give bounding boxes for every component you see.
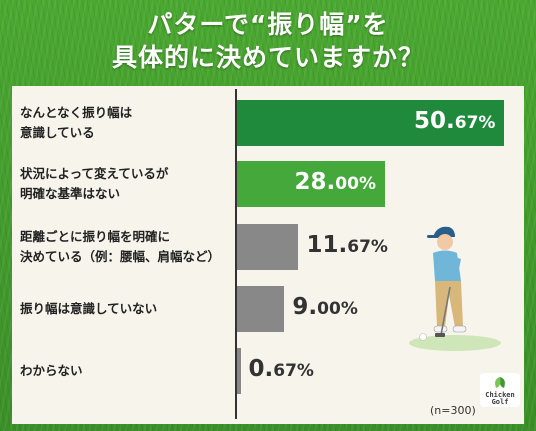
value-label-integer: 28. [294,169,336,195]
value-label-integer: 50. [414,108,455,134]
category-label-line: 明確な基準はない [20,186,121,201]
category-label-line: わからない [20,363,83,378]
category-label: 距離ごとに振り幅を明確に決めている（例：腰幅、肩幅など） [20,227,230,267]
value-label: 11.67% [306,232,387,258]
bar [237,100,504,146]
value-label: 9.00% [292,294,357,320]
category-label-line: 振り幅は意識していない [20,301,158,316]
brand-logo [480,373,520,407]
category-label: わからない [20,361,230,381]
category-label: 振り幅は意識していない [20,299,230,319]
title-line-1: パターで“振り幅”を [147,10,389,39]
golfer-illustration [409,226,501,351]
value-label: 50.67% [414,108,495,134]
value-label-decimal: 00% [335,174,376,194]
value-label: 28.00% [295,169,376,195]
logo-text: Chicken Golf [481,392,519,406]
value-label-integer: 11. [306,232,348,258]
value-label-integer: 0. [248,356,274,382]
leaf-icon [495,377,505,388]
logo-line-1: Chicken [485,391,515,399]
chart-title: パターで“振り幅”を 具体的に決めていますか？ [0,8,536,74]
value-label: 0.67% [249,356,314,382]
value-label-decimal: 00% [317,299,358,319]
value-label-decimal: 67% [347,237,388,257]
category-label: なんとなく振り幅は 意識している [20,103,230,143]
value-label-integer: 9. [292,294,318,320]
y-axis-line [235,89,237,419]
bar [237,224,299,270]
logo-line-2: Golf [491,398,509,406]
value-label-decimal: 67% [454,113,496,133]
bar [237,161,385,207]
category-label-line: 決めている（例：腰幅、肩幅など） [20,249,221,264]
category-label-line: 距離ごとに振り幅を明確に [20,229,171,244]
category-label-line: なんとなく振り幅は [20,105,133,120]
category-label-line: 状況によって変えているが [20,166,169,181]
category-label: 状況によって変えているが 明確な基準はない [20,164,230,204]
value-label-decimal: 67% [273,361,314,381]
title-line-2: 具体的に決めていますか？ [111,43,424,72]
bar [237,286,285,332]
category-label-line: 意識している [20,125,95,140]
bar [237,348,241,394]
sample-size-note: (n=300) [430,404,476,417]
